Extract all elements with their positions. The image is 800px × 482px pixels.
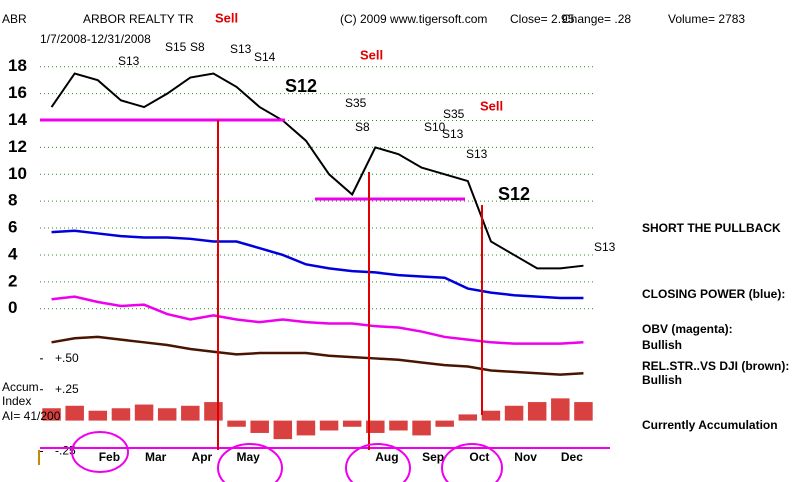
ticker: ABR	[2, 12, 27, 26]
y-tick-label: 18	[8, 56, 27, 75]
accum-summary: AI= 41/200	[2, 409, 61, 423]
accum-bar	[342, 420, 362, 427]
accum-bar	[296, 420, 316, 436]
series-line	[50, 72, 584, 270]
signal: S13	[594, 240, 616, 254]
x-tick-label: Dec	[561, 450, 583, 464]
x-tick-label: Oct	[469, 450, 489, 464]
signal: S14	[254, 50, 276, 64]
accum-bar	[111, 408, 131, 421]
signal: S13	[230, 42, 252, 56]
legend-entry: OBV (magenta):	[642, 322, 733, 336]
x-tick-label: Aug	[375, 450, 398, 464]
y2-tick-label: +.50	[55, 351, 79, 365]
y-tick-label: 10	[8, 164, 27, 183]
status: Bullish	[642, 338, 682, 352]
accum-bar	[227, 420, 246, 427]
x-tick-label: Nov	[514, 450, 537, 464]
accum-bar	[504, 405, 524, 421]
accum-bar	[250, 420, 269, 433]
accum-bar	[412, 420, 431, 436]
accum-bar	[157, 408, 177, 421]
accum-bar	[42, 408, 61, 421]
y-tick-label: 0	[8, 298, 17, 317]
accum-bar	[551, 398, 570, 421]
signal: S13	[118, 54, 140, 68]
circle	[345, 443, 411, 482]
signal: S12	[498, 184, 530, 204]
accum-bar	[527, 402, 547, 421]
accum-label: Index	[2, 394, 31, 408]
sell-signal: Sell	[215, 10, 238, 25]
change: Change= .28	[562, 12, 631, 26]
series-line	[51, 295, 584, 345]
accum-bar	[204, 402, 223, 421]
y-tick-label: 12	[8, 137, 27, 156]
accum-bar	[574, 402, 593, 421]
copyright: (C) 2009 www.tigersoft.com	[340, 12, 487, 26]
signal: S35	[345, 96, 367, 110]
series-line	[51, 335, 584, 376]
signal: S8	[190, 40, 205, 54]
y-tick-label: 14	[8, 110, 27, 129]
series-line	[51, 229, 584, 300]
status: Currently Accumulation	[642, 418, 778, 432]
accum-bar	[65, 405, 84, 421]
accum-label: Accum	[2, 380, 39, 394]
accum-bar	[181, 405, 200, 421]
signal: S12	[285, 76, 317, 96]
signal: S10	[424, 120, 446, 134]
date-range: 1/7/2008-12/31/2008	[40, 32, 151, 46]
y-tick-label: 6	[8, 218, 17, 237]
circle	[441, 443, 503, 482]
accum-bar	[88, 410, 108, 421]
accum-bar	[458, 414, 478, 421]
y-tick-label: 16	[8, 83, 27, 102]
advice: SHORT THE PULLBACK	[642, 221, 781, 235]
y2-tick-label: +.25	[55, 382, 79, 396]
legend-entry: REL.STR..VS DJI (brown):	[642, 359, 789, 373]
accum-bar	[435, 420, 454, 427]
signal: S13	[466, 147, 488, 161]
x-tick-label: Mar	[145, 450, 167, 464]
circle	[71, 431, 129, 473]
x-tick-label: Sep	[422, 450, 444, 464]
volume: Volume= 2783	[668, 12, 745, 26]
signal: S13	[442, 127, 464, 141]
y-tick-label: 4	[8, 244, 18, 263]
status: Bullish	[642, 373, 682, 387]
signal: S15	[165, 40, 187, 54]
chart-title: ARBOR REALTY TR	[83, 12, 194, 26]
accum-bar	[273, 420, 293, 440]
accum-bar	[389, 420, 408, 431]
accum-bar	[134, 404, 154, 421]
circle	[217, 443, 283, 482]
signal: S8	[355, 120, 370, 134]
x-tick-label: Feb	[99, 450, 120, 464]
y-tick-label: 8	[8, 191, 17, 210]
close: Close= 2.95	[510, 12, 575, 26]
accum-bar	[366, 420, 385, 433]
accum-bar	[481, 410, 501, 421]
accum-bar	[319, 420, 339, 431]
x-tick-label: May	[236, 450, 260, 464]
legend-entry: CLOSING POWER (blue):	[642, 287, 785, 301]
sell-signal: Sell	[360, 47, 383, 62]
x-tick-label: Apr	[192, 450, 213, 464]
sell-signal: Sell	[480, 98, 503, 113]
signal: S35	[443, 107, 465, 121]
y-tick-label: 2	[8, 271, 17, 290]
